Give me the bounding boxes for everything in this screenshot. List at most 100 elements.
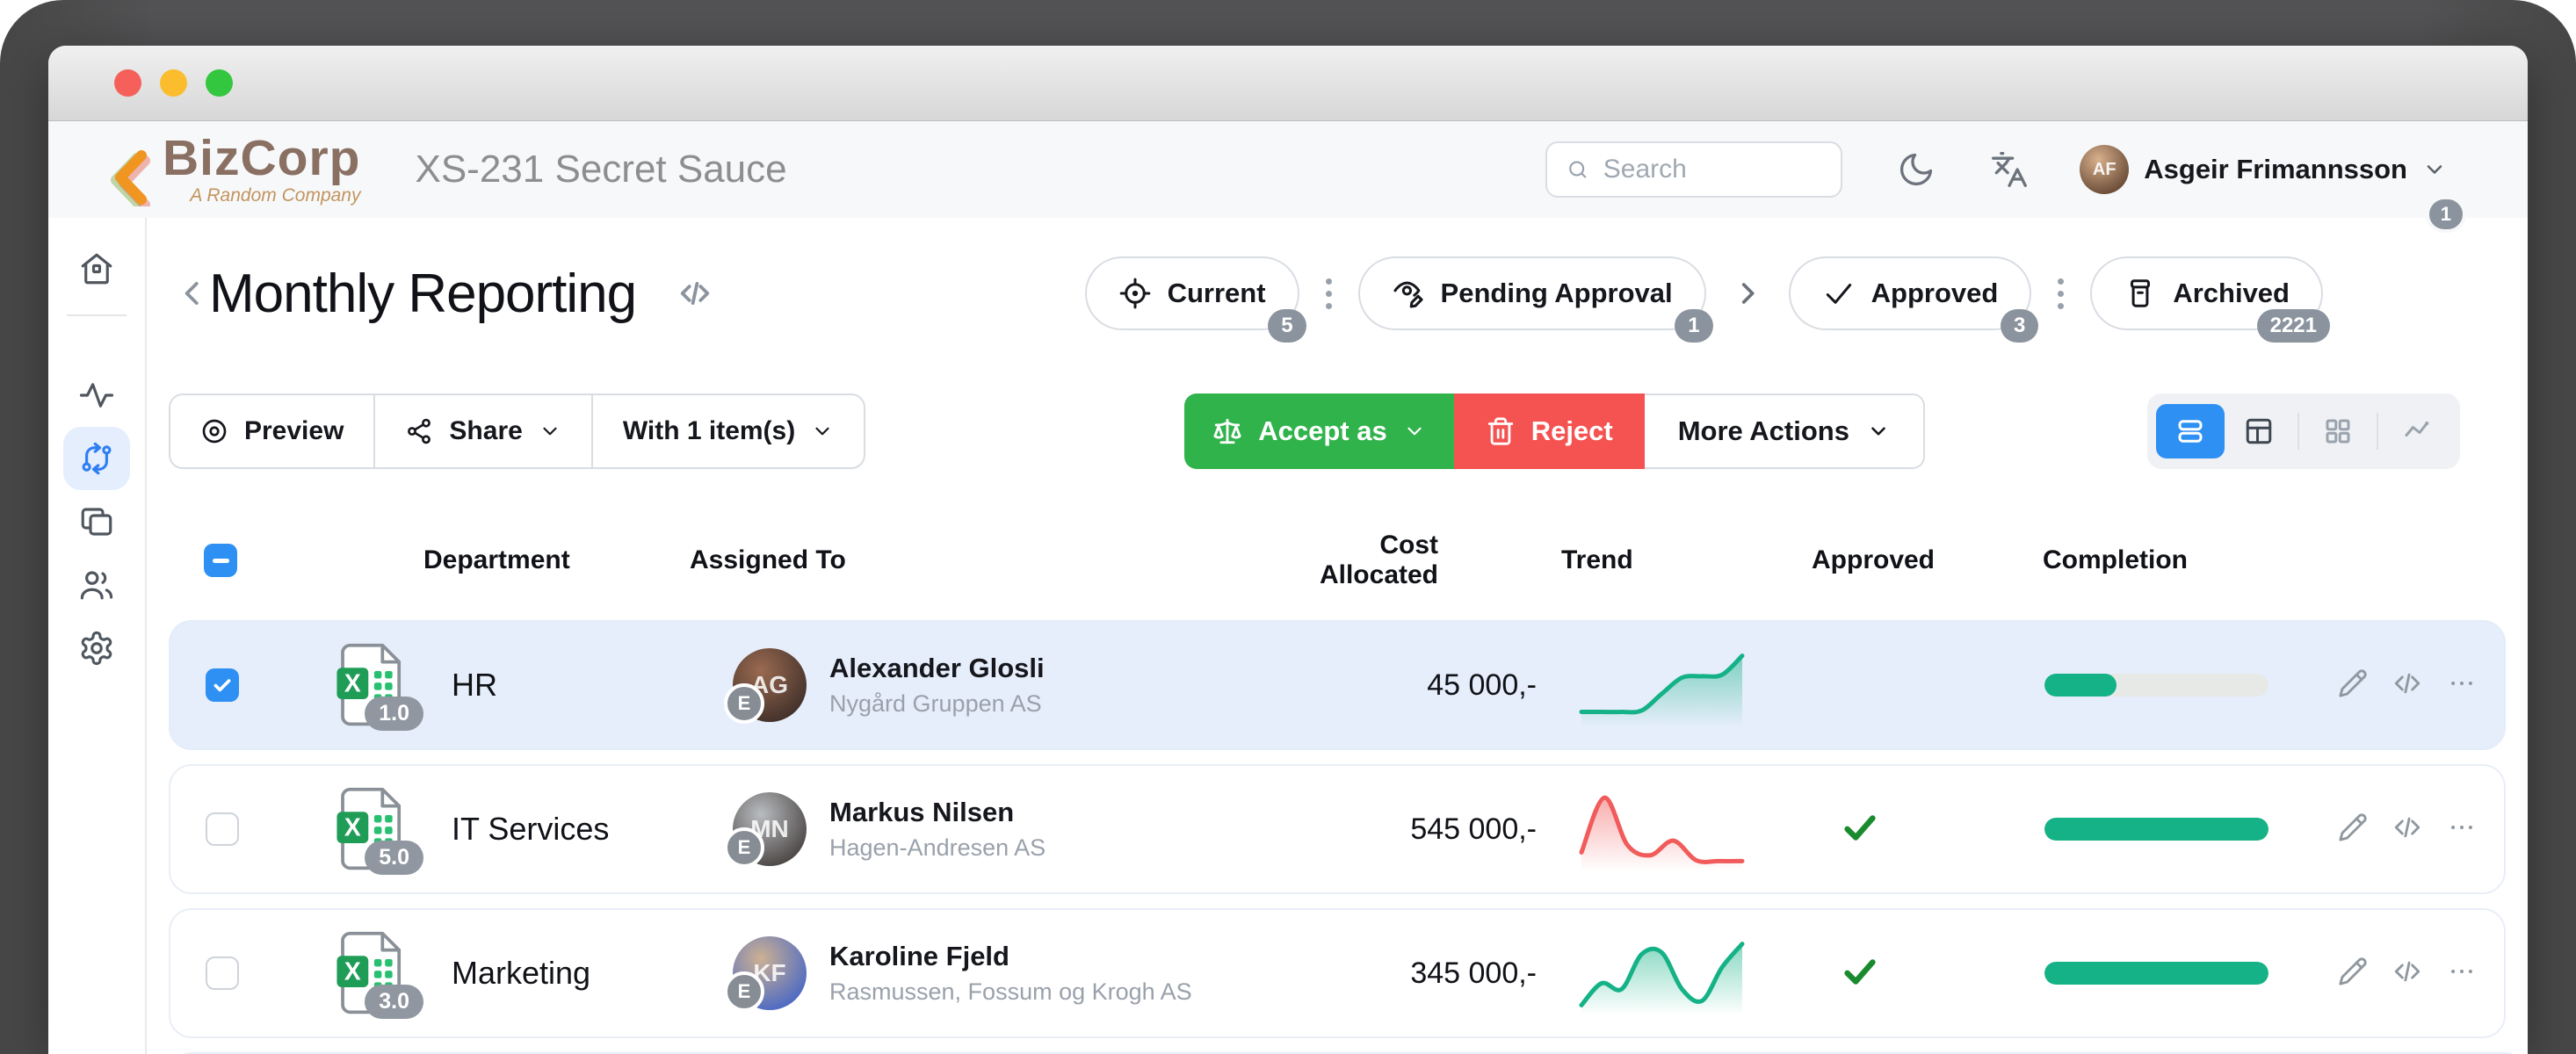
view-mode-list[interactable] [2156, 404, 2225, 458]
workflow-step-count: 5 [1268, 309, 1306, 343]
brand-name: BizCorp [163, 129, 361, 186]
excel-file-icon: X 5.0 [336, 785, 423, 875]
reject-button[interactable]: Reject [1453, 393, 1645, 469]
sidebar-item-users[interactable] [63, 553, 130, 617]
row-code-button[interactable] [2392, 957, 2422, 991]
search-box[interactable] [1545, 141, 1843, 198]
dark-mode-toggle[interactable] [1897, 150, 1936, 189]
chevron-right-icon [1741, 283, 1755, 304]
table-row[interactable]: X 5.0 IT Services MN E Markus Nilsen Hag… [169, 764, 2506, 894]
code-icon [2394, 817, 2420, 837]
close-window-button[interactable] [114, 69, 141, 97]
workflow-step-pending-approval[interactable]: Pending Approval 1 [1357, 256, 1713, 343]
preview-share-group: Preview Share With 1 item(s) [169, 393, 866, 469]
workflow-steps: Current 5 Pending Approval 1 [1084, 256, 2330, 343]
file-version-badge: 3.0 [365, 985, 423, 1019]
workflow-step-count: 3 [2000, 309, 2039, 343]
chart-view-icon [2405, 421, 2429, 437]
search-icon [1569, 161, 1587, 178]
sidebar-item-settings[interactable] [63, 617, 130, 680]
table-row[interactable]: X 1.0 HR AG E Alexander Glosli Nygård Gr… [169, 620, 2506, 750]
column-header-completion[interactable]: Completion [2043, 545, 2188, 574]
assignee-avatar: MN E [724, 792, 807, 868]
row-more-button[interactable] [2447, 668, 2477, 703]
assignee-name: Markus Nilsen [829, 797, 1015, 827]
back-button[interactable] [176, 277, 209, 310]
archive-icon [2131, 279, 2151, 307]
code-icon [681, 282, 710, 305]
view-mode-grid[interactable] [2304, 404, 2372, 458]
step-separator-dots [1325, 278, 1332, 309]
toolbar: Preview Share With 1 item(s) [169, 393, 2528, 469]
table-view-icon [2246, 418, 2272, 444]
workflow-step-label: Approved [1870, 278, 1999, 308]
with-items-dropdown[interactable]: With 1 item(s) [590, 395, 864, 467]
row-more-button[interactable] [2447, 957, 2477, 991]
edit-button[interactable] [2338, 668, 2368, 703]
row-code-button[interactable] [2392, 668, 2422, 703]
row-checkbox[interactable] [206, 957, 239, 990]
zoom-window-button[interactable] [206, 69, 233, 97]
table-row[interactable]: X 3.0 Marketing KF E Karoline Fjeld Rasm… [169, 908, 2506, 1038]
row-checkbox[interactable] [206, 812, 239, 846]
ellipsis-icon [2451, 825, 2472, 829]
trend-sparkline [1579, 653, 1745, 727]
select-all-checkbox[interactable] [204, 544, 237, 577]
share-button[interactable]: Share [373, 395, 590, 467]
row-checkbox[interactable] [206, 668, 239, 702]
workflow-step-count: 2221 [2256, 309, 2330, 343]
row-code-button[interactable] [2392, 812, 2422, 847]
preview-label: Preview [244, 416, 344, 445]
view-mode-chart[interactable] [2383, 404, 2451, 458]
language-switcher[interactable] [1990, 150, 2029, 189]
chevron-down-icon [815, 427, 829, 436]
brand-tagline: A Random Company [190, 184, 361, 206]
home-icon [81, 253, 112, 285]
preview-icon [202, 419, 227, 444]
employee-badge: E [724, 971, 764, 1012]
trend-sparkline [1579, 941, 1745, 1015]
edit-button[interactable] [2338, 957, 2368, 991]
brand-logo[interactable]: BizCorp A Random Company [108, 129, 361, 206]
ellipsis-icon [2451, 681, 2472, 685]
search-input[interactable] [1601, 154, 1822, 185]
column-header-cost-allocated[interactable]: Cost Allocated [1319, 531, 1438, 589]
employee-badge: E [724, 827, 764, 868]
minimize-window-button[interactable] [160, 69, 187, 97]
column-header-assigned-to[interactable]: Assigned To [690, 545, 846, 574]
assignee-company: Hagen-Andresen AS [829, 834, 1046, 861]
title-code-button[interactable] [678, 277, 712, 310]
workflow-step-archived[interactable]: Archived 2221 [2090, 256, 2330, 343]
column-header-department[interactable]: Department [423, 545, 570, 574]
code-icon [2394, 961, 2420, 981]
pencil-icon [2339, 812, 2367, 841]
sidebar-item-workflows[interactable] [63, 427, 130, 490]
user-menu[interactable]: AF Asgeir Frimannsson 1 [2080, 145, 2493, 233]
assignee-name: Alexander Glosli [829, 653, 1045, 683]
view-switcher-divider [2377, 413, 2378, 450]
column-header-approved[interactable]: Approved [1812, 545, 1936, 574]
edit-button[interactable] [2338, 812, 2368, 847]
more-actions-label: More Actions [1677, 415, 1849, 446]
chevron-down-icon [1407, 427, 1422, 436]
sidebar-item-activity[interactable] [63, 364, 130, 427]
preview-button[interactable]: Preview [170, 395, 373, 467]
share-icon [408, 418, 431, 444]
workflow-step-current[interactable]: Current 5 [1084, 256, 1306, 343]
column-header-trend[interactable]: Trend [1561, 545, 1633, 574]
sidebar-item-projects[interactable] [63, 490, 130, 553]
approved-indicator [1840, 814, 1880, 851]
view-mode-table[interactable] [2225, 404, 2293, 458]
completion-progress-bar [2044, 962, 2268, 985]
workflow-step-approved[interactable]: Approved 3 [1788, 256, 2039, 343]
row-more-button[interactable] [2447, 812, 2477, 847]
more-actions-button[interactable]: More Actions [1644, 393, 1925, 469]
step-separator-chevron [1733, 278, 1762, 308]
gear-icon [81, 631, 112, 666]
excel-file-icon: X 1.0 [336, 641, 423, 731]
page-title: Monthly Reporting [209, 263, 637, 324]
accept-as-button[interactable]: Accept as [1184, 393, 1454, 469]
sidebar-item-home[interactable] [63, 237, 130, 300]
file-version-badge: 1.0 [365, 697, 423, 731]
